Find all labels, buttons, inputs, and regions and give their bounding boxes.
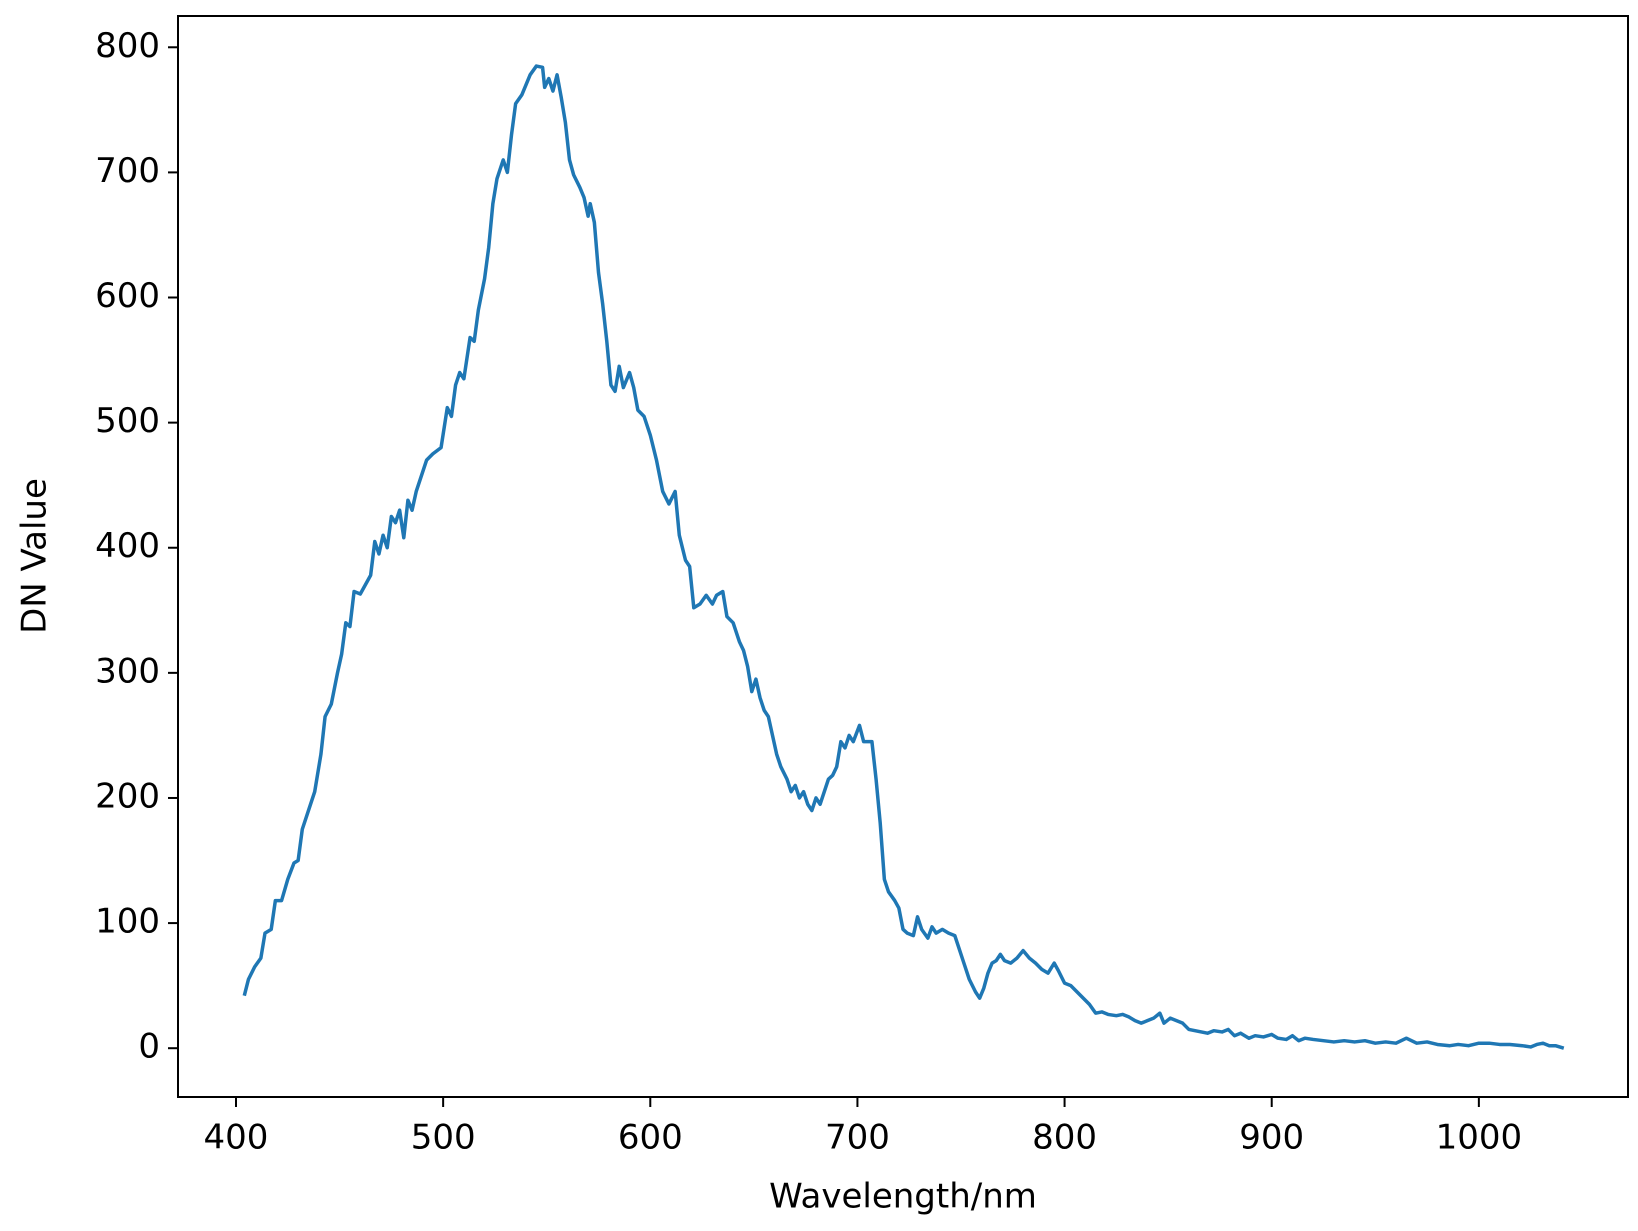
x-tick-label: 900 [1239,1118,1304,1158]
x-axis-label: Wavelength/nm [769,1177,1037,1217]
x-tick-label: 800 [1032,1118,1097,1158]
x-tick-label: 600 [618,1118,683,1158]
y-axis-label: DN Value [15,478,55,634]
y-tick-label: 400 [95,526,160,566]
y-tick-label: 200 [95,776,160,816]
axes-frame [177,15,1629,1098]
y-tick-label: 500 [95,401,160,441]
y-tick-label: 0 [138,1027,160,1067]
x-tick-label: 400 [204,1118,269,1158]
x-tick-label: 700 [825,1118,890,1158]
data-line [242,64,1565,1050]
y-tick-label: 800 [95,26,160,66]
x-tick-label: 1000 [1436,1118,1523,1158]
y-tick-label: 100 [95,902,160,942]
x-tick-label: 500 [411,1118,476,1158]
y-tick-label: 300 [95,651,160,691]
y-tick-label: 600 [95,276,160,316]
y-tick-label: 700 [95,151,160,191]
